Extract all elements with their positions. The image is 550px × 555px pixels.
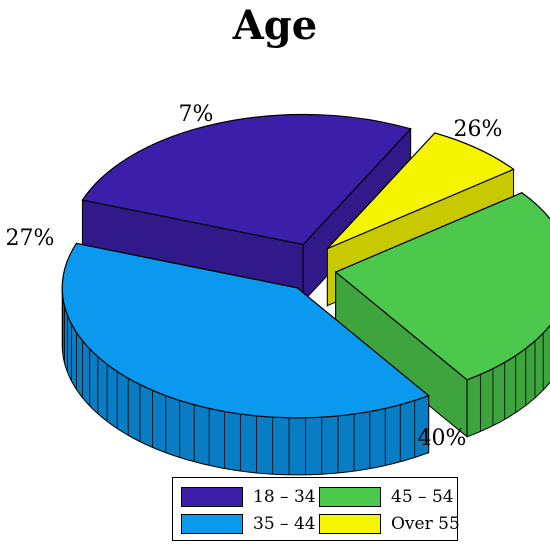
- legend: 18 – 34 45 – 54 35 – 44 Over 55: [172, 477, 460, 541]
- chart-title: Age: [232, 2, 318, 49]
- legend-swatch: [319, 514, 381, 534]
- legend-swatch: [319, 487, 381, 507]
- slice-percent-label: 27%: [6, 226, 55, 251]
- legend-item: 35 – 44: [181, 513, 316, 535]
- slice-top-2: [334, 192, 550, 381]
- legend-label: 35 – 44: [253, 514, 316, 534]
- legend-item: 18 – 34: [181, 486, 316, 508]
- legend-label: Over 55: [391, 514, 460, 534]
- slice-outer-wall: [466, 324, 550, 438]
- slice-top-3: [61, 242, 430, 419]
- slice-top-0: [81, 113, 412, 246]
- slice-percent-label: 7%: [179, 102, 214, 127]
- legend-item: 45 – 54: [319, 486, 454, 508]
- legend-item: Over 55: [319, 513, 460, 535]
- slice-percent-label: 26%: [454, 117, 503, 142]
- slice-top-1: [326, 132, 515, 250]
- legend-swatch: [181, 487, 243, 507]
- legend-swatch: [181, 514, 243, 534]
- slice-percent-label: 40%: [418, 426, 467, 451]
- legend-label: 45 – 54: [391, 487, 454, 507]
- legend-label: 18 – 34: [253, 487, 316, 507]
